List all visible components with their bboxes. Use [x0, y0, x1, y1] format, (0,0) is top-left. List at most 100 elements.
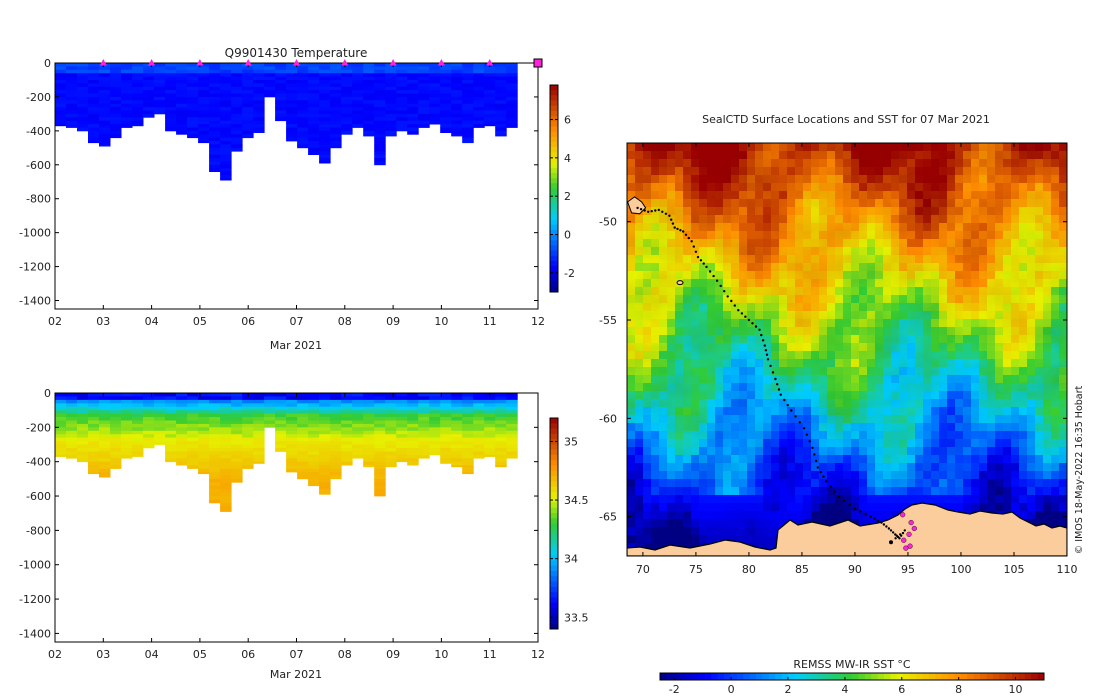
temperature-cell	[231, 80, 243, 84]
temperature-cell	[66, 90, 78, 94]
temperature-cell	[396, 90, 408, 94]
temperature-cell	[495, 127, 507, 132]
salinity-cell	[253, 396, 265, 401]
salinity-cell	[495, 406, 507, 411]
salinity-cell	[220, 393, 232, 397]
salinity-cell	[143, 399, 155, 404]
colorbar-segment	[550, 126, 558, 133]
temperature-cell	[121, 86, 133, 91]
salinity-cell	[319, 451, 331, 456]
temperature-cell	[132, 69, 144, 74]
temperature-cell	[319, 120, 331, 125]
x-tick-label: 10	[434, 315, 448, 328]
salinity-cell	[220, 509, 232, 512]
salinity-cell	[363, 454, 375, 459]
temperature-cell	[341, 93, 353, 98]
temperature-cell	[242, 73, 254, 77]
salinity-cell	[165, 393, 177, 397]
salinity-cell	[374, 413, 386, 418]
salinity-cell	[440, 417, 452, 421]
track-point	[702, 262, 705, 265]
salinity-cell	[77, 448, 89, 452]
salinity-cell	[451, 423, 463, 428]
salinity-cell	[429, 406, 441, 411]
salinity-y-axis: 0-200-400-600-800-1000-1200-1400	[19, 387, 538, 640]
temperature-cell	[121, 66, 133, 71]
salinity-cell	[220, 420, 232, 425]
salinity-cell	[462, 396, 474, 401]
colorbar-segment	[550, 281, 558, 288]
temperature-cell	[462, 130, 474, 135]
salinity-cell	[319, 420, 331, 425]
salinity-cell	[462, 468, 474, 473]
salinity-cell	[341, 448, 353, 452]
temperature-cell	[506, 86, 518, 91]
temperature-cell	[374, 107, 386, 111]
salinity-cell	[231, 454, 243, 459]
salinity-cell	[440, 410, 452, 414]
temperature-cell	[121, 73, 133, 77]
temperature-cell	[418, 100, 430, 105]
salinity-cell	[77, 434, 89, 438]
colorbar-frame	[549, 84, 559, 293]
salinity-cell	[220, 489, 232, 493]
temperature-cell	[363, 66, 375, 71]
temperature-cell	[484, 66, 496, 71]
salinity-cell	[176, 461, 188, 466]
temperature-cell	[352, 103, 364, 108]
temperature-cell	[374, 137, 386, 142]
temperature-cell	[506, 66, 518, 71]
temperature-cell	[187, 80, 199, 84]
temperature-cell	[231, 69, 243, 74]
x-tick-label: 02	[48, 648, 62, 661]
salinity-cell	[264, 399, 276, 404]
temperature-cell	[495, 110, 507, 115]
temperature-cell	[297, 103, 309, 108]
colorbar-segment	[550, 507, 558, 514]
salinity-cell	[55, 417, 67, 421]
temperature-cell	[275, 90, 287, 94]
temperature-cell	[308, 69, 320, 74]
temperature-x-label: Mar 2021	[270, 339, 322, 352]
temperature-cell	[110, 100, 122, 105]
salinity-cell	[506, 410, 518, 414]
salinity-cell	[484, 399, 496, 404]
salinity-cell	[55, 430, 67, 435]
salinity-cell	[396, 441, 408, 445]
temperature-cell	[88, 100, 100, 105]
temperature-cell	[418, 96, 430, 101]
salinity-cell	[88, 458, 100, 463]
salinity-cell	[473, 396, 485, 401]
temperature-cell	[99, 120, 111, 125]
y-tick-label: 0	[44, 387, 51, 400]
salinity-cell	[121, 437, 133, 442]
salinity-cell	[198, 417, 210, 421]
salinity-cell	[506, 403, 518, 408]
salinity-cell	[231, 478, 243, 483]
colorbar-segment	[550, 116, 558, 122]
salinity-cell	[209, 448, 221, 452]
salinity-cell	[396, 406, 408, 411]
salinity-cell	[429, 451, 441, 456]
track-point	[684, 233, 688, 236]
salinity-cell	[88, 417, 100, 421]
salinity-cell	[220, 502, 232, 507]
salinity-cell	[429, 444, 441, 449]
temperature-cell	[198, 80, 210, 84]
salinity-cell	[451, 437, 463, 442]
temperature-cell	[352, 120, 364, 125]
salinity-cell	[66, 403, 78, 408]
salinity-cell	[396, 393, 408, 397]
salinity-cell	[242, 434, 254, 438]
temperature-cell	[198, 76, 210, 81]
salinity-cell	[385, 461, 397, 466]
salinity-cell	[330, 472, 342, 476]
salinity-cell	[341, 444, 353, 449]
salinity-cell	[495, 448, 507, 452]
temperature-cell	[319, 113, 331, 118]
salinity-cell	[297, 461, 309, 466]
temperature-cell	[77, 90, 89, 94]
salinity-cell	[407, 423, 419, 428]
salinity-cell	[429, 423, 441, 428]
salinity-cell	[264, 393, 276, 397]
